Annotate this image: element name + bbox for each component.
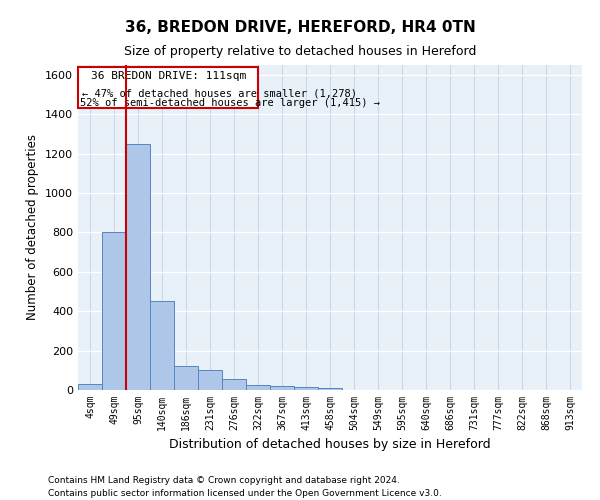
Bar (294, 387, 318, 390)
Text: Contains HM Land Registry data © Crown copyright and database right 2024.: Contains HM Land Registry data © Crown c… (48, 476, 400, 485)
Bar (222, 379, 246, 390)
Bar (318, 388, 342, 390)
Text: Contains public sector information licensed under the Open Government Licence v3: Contains public sector information licen… (48, 488, 442, 498)
FancyBboxPatch shape (79, 67, 258, 108)
Text: 36, BREDON DRIVE, HEREFORD, HR4 0TN: 36, BREDON DRIVE, HEREFORD, HR4 0TN (125, 20, 475, 35)
Bar (198, 370, 222, 390)
Bar (78, 384, 102, 390)
Text: 36 BREDON DRIVE: 111sqm: 36 BREDON DRIVE: 111sqm (91, 70, 246, 81)
Text: ← 47% of detached houses are smaller (1,278): ← 47% of detached houses are smaller (1,… (82, 88, 357, 99)
X-axis label: Distribution of detached houses by size in Hereford: Distribution of detached houses by size … (169, 438, 491, 452)
Bar (270, 386, 294, 390)
Bar (246, 385, 270, 390)
Y-axis label: Number of detached properties: Number of detached properties (26, 134, 40, 320)
Text: Size of property relative to detached houses in Hereford: Size of property relative to detached ho… (124, 45, 476, 58)
Bar (126, 144, 150, 390)
Bar (174, 366, 198, 390)
Bar (150, 302, 174, 390)
Bar (102, 232, 126, 390)
Text: 52% of semi-detached houses are larger (1,415) →: 52% of semi-detached houses are larger (… (80, 98, 380, 108)
